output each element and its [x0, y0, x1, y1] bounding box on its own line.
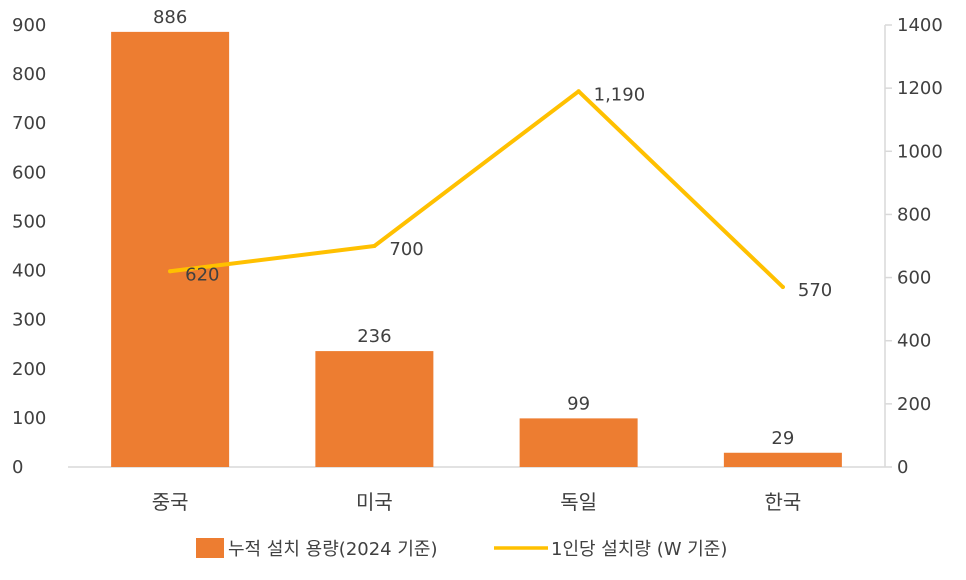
right-axis-tick-label: 600: [897, 268, 931, 289]
bar-data-label: 99: [567, 393, 590, 414]
left-axis-tick-label: 700: [12, 113, 46, 134]
category-label: 미국: [356, 490, 393, 514]
bar: [315, 351, 434, 467]
line-point: [372, 244, 377, 248]
bar-data-label: 236: [357, 326, 391, 347]
line-series: [168, 89, 785, 290]
line-data-labels: 620 700 1,190 570: [185, 84, 832, 301]
line-data-label: 620: [185, 264, 219, 285]
left-axis-tick-label: 200: [12, 359, 46, 380]
line-point: [576, 89, 581, 94]
right-axis-tick-label: 1400: [897, 15, 943, 36]
left-axis-tick-label: 0: [12, 457, 23, 478]
legend-bar-swatch: [196, 538, 224, 558]
series-line: [168, 89, 785, 290]
legend: 누적 설치 용량(2024 기준) 1인당 설치량 (W 기준): [196, 538, 727, 560]
left-axis-tick-label: 100: [12, 408, 46, 429]
line-data-label: 700: [389, 239, 423, 260]
category-label: 한국: [764, 490, 801, 514]
right-axis-tick-label: 800: [897, 204, 931, 225]
line-data-label: 570: [798, 280, 832, 301]
category-label: 중국: [152, 490, 189, 514]
line-data-label: 1,190: [594, 84, 646, 105]
bar-data-label: 29: [771, 428, 794, 449]
bar: [519, 418, 638, 467]
right-axis-tick-label: 1200: [897, 78, 943, 99]
category-label: 독일: [560, 490, 597, 514]
line-point: [168, 269, 173, 274]
legend-line-label: 1인당 설치량 (W 기준): [551, 539, 727, 560]
left-axis-tick-label: 500: [12, 211, 46, 232]
legend-bar-label: 누적 설치 용량(2024 기준): [228, 539, 438, 560]
bar: [111, 31, 230, 468]
left-axis-tick-label: 900: [12, 15, 46, 36]
bar-series: [111, 31, 842, 468]
left-axis-tick-label: 400: [12, 261, 46, 282]
left-axis-tick-label: 600: [12, 162, 46, 183]
bar-data-labels: 886 236 99 29: [153, 7, 794, 449]
category-axis-labels: 중국 미국 독일 한국: [152, 490, 802, 514]
right-axis: 0 200 400 600 800 1000 1200 1400: [885, 15, 943, 478]
left-axis-tick-label: 800: [12, 64, 46, 85]
right-axis-tick-label: 200: [897, 394, 931, 415]
line-point: [780, 285, 785, 290]
right-axis-tick-label: 400: [897, 331, 931, 352]
left-axis: 0 100 200 300 400 500 600 700 800 900: [12, 15, 46, 478]
bar-data-label: 886: [153, 7, 187, 28]
left-axis-tick-label: 300: [12, 310, 46, 331]
right-axis-tick-label: 1000: [897, 141, 943, 162]
right-axis-tick-label: 0: [897, 457, 908, 478]
bar: [723, 452, 842, 467]
